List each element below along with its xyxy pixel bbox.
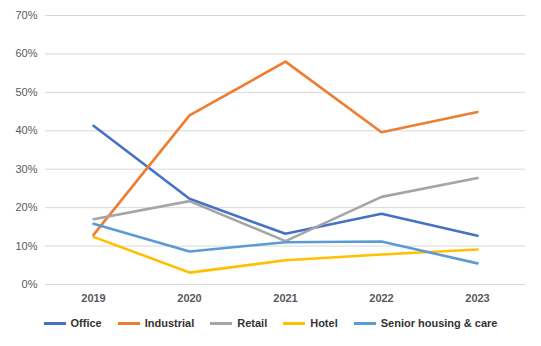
- html-text:Hotel: Hotel: [310, 317, 338, 329]
- svg-text:0%: 0%: [22, 278, 38, 290]
- svg-text:2019: 2019: [81, 292, 105, 304]
- svg-text:2021: 2021: [273, 292, 297, 304]
- svg-text:40%: 40%: [15, 124, 37, 136]
- svg-text:2023: 2023: [465, 292, 489, 304]
- svg-text:20%: 20%: [15, 201, 37, 213]
- html-text:Retail: Retail: [237, 317, 268, 329]
- svg-text:70%: 70%: [15, 9, 37, 21]
- svg-text:60%: 60%: [15, 47, 37, 59]
- svg-text:50%: 50%: [15, 86, 37, 98]
- svg-text:30%: 30%: [15, 163, 37, 175]
- html-text:Industrial: Industrial: [144, 317, 195, 329]
- html-text:Office: Office: [70, 317, 102, 329]
- svg-text:10%: 10%: [15, 240, 37, 252]
- html-text:Senior housing & care: Senior housing & care: [380, 317, 498, 329]
- svg-text:2022: 2022: [369, 292, 393, 304]
- svg-text:2020: 2020: [177, 292, 201, 304]
